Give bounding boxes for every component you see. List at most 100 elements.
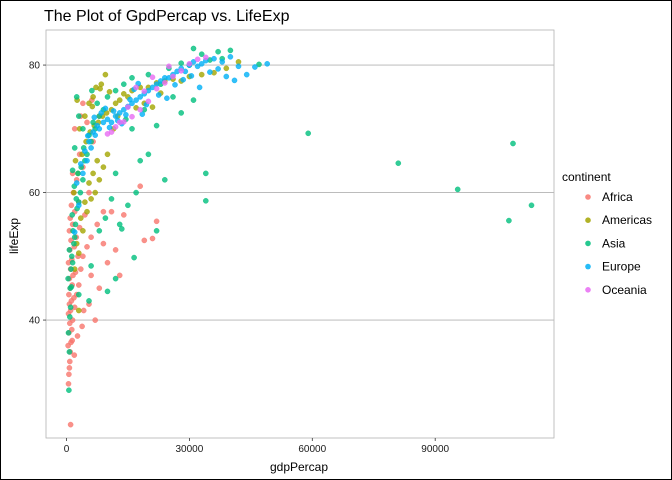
legend-label-africa: Africa	[602, 190, 633, 204]
data-point	[77, 189, 84, 196]
data-point	[66, 371, 72, 378]
data-point	[207, 69, 213, 75]
data-point	[137, 106, 143, 113]
data-point	[264, 61, 271, 67]
legend-label-europe: Europe	[602, 260, 641, 274]
data-point	[80, 170, 86, 177]
data-point	[104, 259, 111, 266]
data-point	[141, 237, 148, 244]
data-point	[121, 81, 127, 87]
data-point	[153, 122, 160, 129]
data-point	[75, 170, 81, 177]
data-point	[68, 266, 74, 272]
data-point	[116, 110, 123, 116]
data-point	[149, 104, 156, 110]
data-point	[149, 74, 156, 80]
data-point	[96, 285, 103, 292]
data-point	[178, 110, 184, 116]
data-point	[71, 234, 78, 240]
data-point	[178, 60, 184, 67]
data-point	[252, 64, 258, 70]
data-point	[112, 247, 119, 253]
y-axis-ticks: 40 60 80	[29, 61, 46, 327]
data-point	[231, 77, 238, 84]
data-point	[190, 97, 197, 103]
data-point	[76, 250, 82, 256]
data-point	[100, 164, 107, 170]
data-point	[86, 189, 92, 196]
data-point	[74, 333, 81, 339]
data-point	[112, 87, 119, 94]
data-point	[84, 119, 90, 126]
data-point	[102, 71, 109, 78]
data-point	[71, 126, 78, 132]
data-point	[78, 215, 84, 221]
data-point	[71, 352, 78, 358]
data-point	[215, 66, 221, 72]
data-point	[153, 218, 160, 225]
data-point	[198, 71, 205, 78]
data-point	[121, 212, 127, 218]
data-point	[215, 48, 221, 55]
data-point	[100, 119, 107, 126]
x-tick-label: 60000	[298, 444, 326, 455]
data-point	[94, 122, 100, 129]
data-point	[125, 104, 131, 110]
data-point	[76, 113, 82, 119]
data-point	[78, 161, 84, 167]
data-point	[65, 380, 72, 387]
data-point	[145, 71, 152, 78]
data-point	[66, 291, 72, 298]
data-point	[88, 196, 94, 202]
data-point	[80, 227, 86, 234]
data-point	[85, 132, 91, 139]
data-point	[86, 138, 92, 145]
legend-key-americas	[585, 217, 591, 223]
data-point	[72, 157, 79, 164]
data-point	[116, 221, 123, 228]
data-point	[96, 176, 103, 183]
data-point	[76, 202, 82, 209]
data-point	[145, 98, 152, 105]
data-point	[73, 94, 80, 100]
data-point	[79, 323, 85, 330]
chart-title: The Plot of GpdPercap vs. LifeExp	[44, 8, 290, 25]
data-point	[223, 73, 230, 80]
data-point	[178, 68, 184, 74]
data-point	[94, 221, 100, 228]
data-point	[170, 73, 176, 80]
series-oceania	[104, 54, 209, 137]
legend-key-europe	[585, 263, 591, 270]
data-point	[100, 240, 107, 247]
data-point	[139, 111, 146, 117]
data-point	[125, 202, 131, 209]
data-point	[88, 272, 94, 279]
data-point	[129, 113, 135, 120]
data-point	[96, 227, 103, 234]
data-point	[69, 167, 76, 174]
data-point	[141, 88, 148, 94]
data-point	[92, 317, 98, 323]
data-point	[68, 202, 75, 209]
data-point	[223, 65, 230, 72]
data-point	[84, 157, 90, 164]
data-point	[69, 253, 75, 260]
data-point	[65, 275, 71, 282]
data-point	[65, 329, 72, 336]
legend-label-asia: Asia	[602, 236, 626, 250]
data-point	[69, 212, 75, 218]
data-point	[71, 240, 77, 247]
data-point	[90, 129, 96, 135]
data-point	[102, 215, 109, 221]
legend-title: continent	[562, 170, 611, 184]
data-point	[155, 92, 162, 98]
data-point	[256, 61, 262, 68]
data-point	[170, 94, 176, 100]
series-europe	[71, 54, 271, 235]
data-point	[172, 82, 178, 88]
legend-key-asia	[585, 240, 591, 247]
data-point	[108, 119, 115, 126]
data-point	[528, 202, 535, 209]
legend: continent Africa Americas Asia Europe Oceani…	[562, 170, 652, 297]
data-point	[98, 110, 105, 116]
